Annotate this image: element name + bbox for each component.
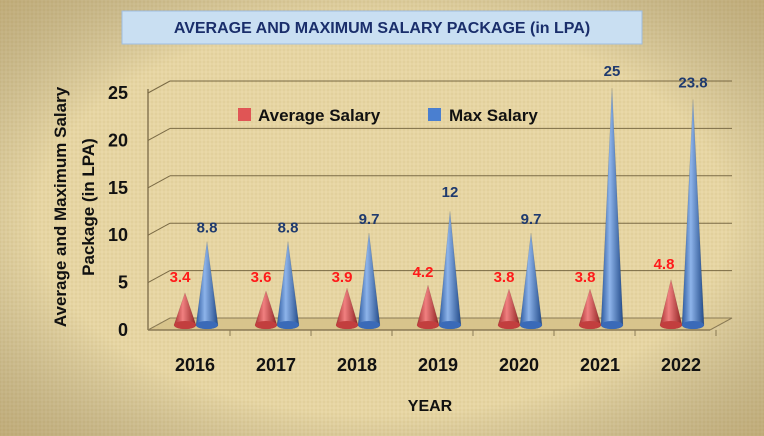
legend-label-average: Average Salary [258,106,381,125]
data-label: 23.8 [678,74,707,91]
cone-base [601,321,623,329]
data-label: 3.4 [170,269,192,286]
gridline-connector [147,80,171,94]
cone-average-2020 [497,288,521,330]
data-label: 3.8 [494,269,515,286]
gridline-connector [147,222,171,236]
cone-base [417,321,439,329]
cone-bars [173,87,705,330]
y-tick-label: 10 [108,225,128,245]
y-tick-label: 0 [118,320,128,340]
x-tick-label: 2017 [256,355,296,375]
data-labels: 3.4 3.6 3.9 4.2 3.8 3.8 4.8 8.8 8.8 9.7 12 9.7 25 23.… [170,63,708,286]
data-label: 3.6 [251,269,272,286]
data-label: 4.2 [413,264,434,281]
data-label: 3.9 [332,269,353,286]
cone-average-2016 [173,291,197,330]
x-tick-label: 2016 [175,355,215,375]
data-label: 12 [442,184,459,201]
data-label: 9.7 [359,211,380,228]
data-label: 4.8 [654,256,675,273]
data-label: 8.8 [197,220,218,237]
data-label: 25 [604,63,621,80]
cone-max-2019 [438,211,462,330]
cone-average-2017 [254,290,278,330]
chart-title: AVERAGE AND MAXIMUM SALARY PACKAGE (in L… [174,20,590,37]
y-tick-labels: 0 5 10 15 20 25 [108,83,128,340]
cone-base [174,321,196,329]
legend: Average Salary Max Salary [238,106,538,125]
cone-average-2018 [335,287,359,330]
legend-label-max: Max Salary [449,106,538,125]
title-box [121,10,643,45]
cone-base [358,321,380,329]
cone-base [439,321,461,329]
data-label: 9.7 [521,211,542,228]
x-tick-label: 2021 [580,355,620,375]
data-label: 3.8 [575,269,596,286]
y-tick-label: 20 [108,130,128,150]
cone-base [660,321,682,329]
cone-base [579,321,601,329]
x-tick-labels: 2016 2017 2018 2019 2020 2021 2022 [175,330,717,375]
y-axis-title-line2: Package (in LPA) [79,138,98,276]
gridline-connector [147,175,171,189]
cone-base [196,321,218,329]
cone-base [277,321,299,329]
gridline-connector [147,270,171,284]
legend-swatch-average [238,108,251,121]
cone-max-2017 [276,241,300,330]
cone-max-2020 [519,233,543,330]
cone-average-2021 [578,288,602,330]
cone-max-2016 [195,241,219,330]
gridline-connector [147,127,171,141]
data-label: 8.8 [278,220,299,237]
cone-max-2018 [357,233,381,330]
legend-swatch-max [428,108,441,121]
cone-base [255,321,277,329]
y-tick-label: 5 [118,273,128,293]
y-tick-label: 15 [108,178,128,198]
cone-base [336,321,358,329]
cone-base [682,321,704,329]
cone-max-2022 [681,99,705,330]
x-tick-label: 2022 [661,355,701,375]
cone-average-2022 [659,279,683,330]
x-axis-title: YEAR [408,398,453,415]
x-tick-label: 2019 [418,355,458,375]
y-axis-title-line1: Average and Maximum Salary [51,86,70,327]
cone-max-2021 [600,87,624,330]
y-tick-label: 25 [108,83,128,103]
x-tick-label: 2020 [499,355,539,375]
cone-base [498,321,520,329]
cone-average-2019 [416,284,440,330]
cone-base [520,321,542,329]
x-tick-label: 2018 [337,355,377,375]
